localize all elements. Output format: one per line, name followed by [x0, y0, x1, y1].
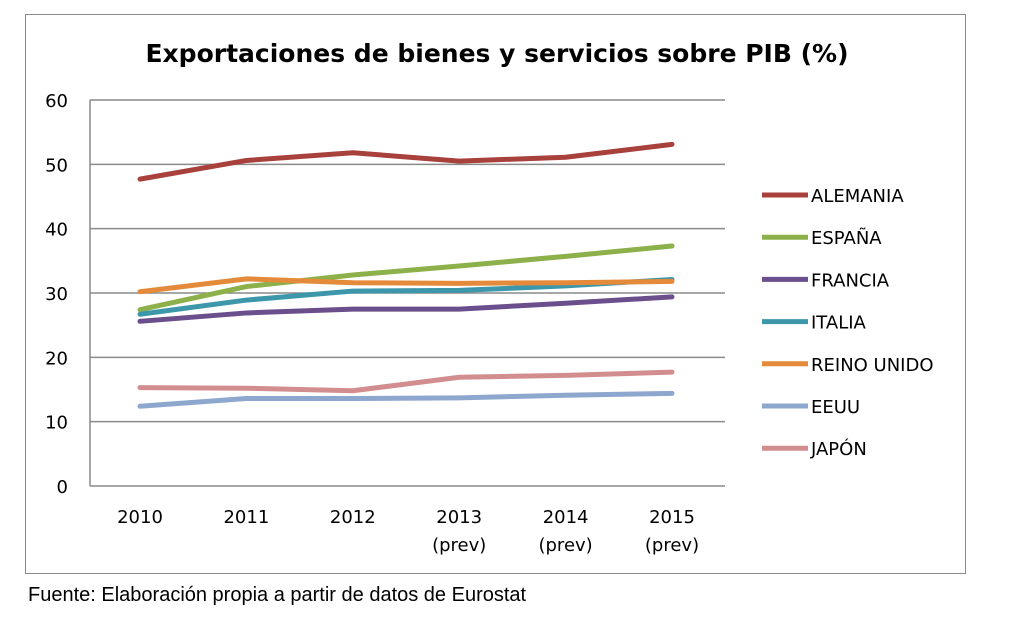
y-tick-label: 30: [45, 284, 68, 305]
chart-title: Exportaciones de bienes y servicios sobr…: [145, 39, 848, 68]
series-line-francia: [137, 294, 675, 324]
series-line-eeuu: [137, 390, 675, 409]
x-tick-label: (prev): [432, 535, 486, 556]
legend-label: EEUU: [811, 397, 860, 418]
y-tick-label: 60: [45, 91, 68, 112]
x-tick-label: (prev): [645, 535, 699, 556]
x-tick-label: 2012: [330, 507, 376, 528]
x-tick-label: 2014: [543, 507, 589, 528]
y-tick-label: 10: [45, 413, 68, 434]
chart-frame: [25, 14, 966, 574]
y-tick-label: 50: [45, 155, 68, 176]
x-tick-label: 2013: [436, 507, 482, 528]
series-line-alemania: [137, 141, 675, 182]
legend-label: ALEMANIA: [811, 186, 904, 207]
series-line-españa: [137, 243, 675, 313]
series-line-reino-unido: [137, 276, 675, 295]
legend-label: REINO UNIDO: [811, 355, 934, 376]
legend-label: JAPÓN: [810, 438, 867, 460]
x-tick-label: 2015: [649, 507, 695, 528]
legend-label: ESPAÑA: [811, 227, 882, 249]
series-line-japón: [137, 369, 675, 394]
x-tick-label: (prev): [538, 535, 592, 556]
y-tick-label: 20: [45, 348, 68, 369]
source-note: Fuente: Elaboración propia a partir de d…: [28, 584, 527, 606]
x-tick-label: 2011: [223, 507, 269, 528]
x-tick-label: 2010: [117, 507, 163, 528]
legend-label: FRANCIA: [811, 270, 890, 291]
y-tick-label: 40: [45, 220, 68, 241]
legend-label: ITALIA: [811, 313, 867, 334]
y-tick-label: 0: [57, 477, 68, 498]
